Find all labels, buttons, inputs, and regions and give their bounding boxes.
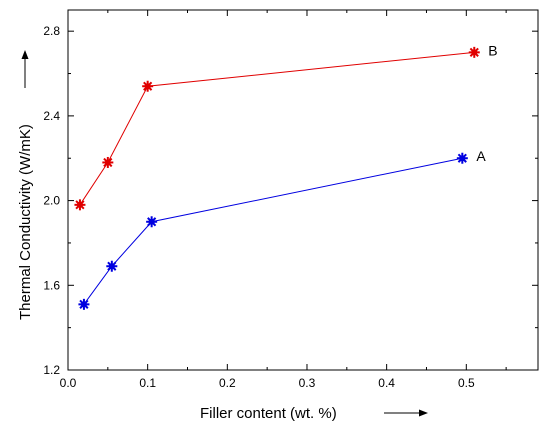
axis-ticks: 0.0 0.1 0.2 0.3 0.4 0.5 1.2 1.6 2.0 2.4 2.8 — [43, 10, 538, 390]
y-tick-label: 2.0 — [43, 194, 60, 208]
marker-core — [104, 159, 111, 166]
series-b-point — [102, 156, 114, 168]
marker-core — [148, 218, 155, 225]
y-tick-label: 2.4 — [43, 109, 60, 123]
y-axis-title-group: Thermal Conductivity (W/mK) — [17, 50, 34, 320]
series-a-point — [106, 260, 118, 272]
marker-core — [80, 301, 87, 308]
x-tick-label: 0.4 — [378, 376, 395, 390]
series-a-point — [78, 298, 90, 310]
series-b-point — [468, 46, 480, 58]
marker-core — [459, 155, 466, 162]
series-b-line — [79, 51, 475, 206]
plot-frame — [67, 9, 539, 371]
series-b-point — [142, 80, 154, 92]
y-axis-title: Thermal Conductivity (W/mK) — [17, 124, 34, 320]
series-b-label: B — [488, 42, 497, 58]
x-tick-label: 0.3 — [299, 376, 316, 390]
series-a-point — [146, 216, 158, 228]
series-b-point — [74, 199, 86, 211]
y-axis-arrow-head — [21, 50, 29, 59]
x-tick-label: 0.0 — [60, 376, 77, 390]
y-tick-label: 1.2 — [43, 363, 60, 377]
marker-core — [144, 83, 151, 90]
series-marks: BA — [74, 42, 498, 310]
x-tick-label: 0.5 — [458, 376, 475, 390]
marker-core — [76, 201, 83, 208]
x-axis-title-group: Filler content (wt. %) — [200, 405, 428, 422]
marker-core — [108, 263, 115, 270]
x-tick-label: 0.1 — [139, 376, 156, 390]
series-a-label: A — [476, 148, 486, 164]
y-tick-label: 2.8 — [43, 24, 60, 38]
series-a-line — [83, 157, 463, 305]
x-axis-arrow-head — [419, 409, 428, 417]
x-tick-label: 0.2 — [219, 376, 236, 390]
marker-core — [471, 49, 478, 56]
x-axis-title: Filler content (wt. %) — [200, 405, 337, 422]
series-a-point — [456, 152, 468, 164]
y-tick-label: 1.6 — [43, 278, 60, 292]
